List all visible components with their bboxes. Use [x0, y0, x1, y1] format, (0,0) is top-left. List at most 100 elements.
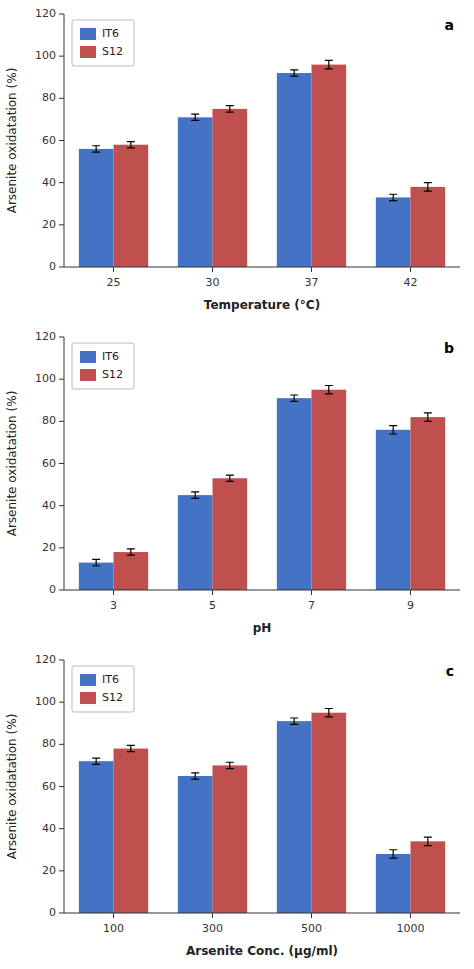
y-tick	[59, 224, 64, 225]
y-axis-line	[64, 660, 65, 913]
error-bar	[127, 549, 135, 555]
legend: IT6S12	[72, 20, 134, 66]
y-tick-label: 0	[49, 906, 56, 919]
bar	[312, 390, 347, 590]
y-tick	[59, 702, 64, 703]
y-tick	[59, 463, 64, 464]
x-axis-label: Temperature (°C)	[204, 298, 320, 312]
error-bar	[325, 385, 333, 393]
legend-label: S12	[102, 45, 123, 58]
legend-box	[72, 20, 134, 66]
panel: 02040608010012025303742Temperature (°C)A…	[5, 7, 460, 312]
legend-box	[72, 666, 134, 712]
x-tick	[410, 913, 411, 918]
figure: 02040608010012025303742Temperature (°C)A…	[0, 0, 474, 969]
y-tick-label: 40	[42, 499, 56, 512]
y-tick-label: 80	[42, 414, 56, 427]
x-tick-label: 100	[103, 922, 124, 935]
bar	[114, 749, 149, 913]
x-tick-label: 5	[209, 599, 216, 612]
y-tick-label: 80	[42, 91, 56, 104]
y-tick	[59, 379, 64, 380]
error-bar	[191, 492, 199, 498]
y-tick-label: 40	[42, 822, 56, 835]
legend-label: IT6	[102, 350, 119, 363]
error-bar	[389, 426, 397, 434]
legend: IT6S12	[72, 666, 134, 712]
bar	[312, 713, 347, 913]
legend-swatch	[80, 28, 96, 40]
bar	[178, 776, 213, 913]
y-tick-label: 60	[42, 457, 56, 470]
y-tick-label: 100	[35, 695, 56, 708]
x-axis-label: pH	[253, 621, 272, 635]
legend-box	[72, 343, 134, 389]
bar	[376, 854, 411, 913]
y-tick-label: 100	[35, 49, 56, 62]
x-tick	[212, 913, 213, 918]
error-bar	[92, 146, 100, 152]
x-tick-label: 7	[308, 599, 315, 612]
y-tick-label: 20	[42, 218, 56, 231]
x-tick	[311, 267, 312, 272]
panel: 0204060801001203579pHArsenite oxidatatio…	[5, 330, 460, 635]
x-axis-line	[64, 590, 460, 591]
y-tick	[59, 744, 64, 745]
y-tick-label: 100	[35, 372, 56, 385]
x-tick-label: 300	[202, 922, 223, 935]
y-tick	[59, 56, 64, 57]
bar	[312, 65, 347, 267]
y-tick-label: 60	[42, 134, 56, 147]
y-tick	[59, 421, 64, 422]
x-tick-label: 1000	[397, 922, 425, 935]
bar	[411, 417, 446, 590]
legend-label: IT6	[102, 27, 119, 40]
y-tick	[59, 14, 64, 15]
y-tick	[59, 547, 64, 548]
legend-swatch	[80, 692, 96, 704]
x-tick-label: 30	[206, 276, 220, 289]
marks	[79, 60, 445, 267]
legend-swatch	[80, 674, 96, 686]
x-tick-label: 3	[110, 599, 117, 612]
y-tick	[59, 505, 64, 506]
marks	[79, 385, 445, 590]
x-tick	[113, 913, 114, 918]
x-tick	[113, 590, 114, 595]
bar	[79, 761, 114, 913]
error-bar	[127, 745, 135, 751]
x-tick	[410, 267, 411, 272]
panel-label: c	[446, 663, 454, 679]
y-tick	[59, 140, 64, 141]
bar	[411, 187, 446, 267]
x-tick-label: 500	[301, 922, 322, 935]
error-bar	[325, 60, 333, 68]
y-tick-label: 120	[35, 7, 56, 20]
y-tick-label: 0	[49, 260, 56, 273]
bar	[277, 721, 312, 913]
x-axis-line	[64, 913, 460, 914]
y-tick-label: 120	[35, 330, 56, 343]
y-tick-label: 20	[42, 541, 56, 554]
error-bar	[226, 475, 234, 481]
panel-label: b	[444, 340, 454, 356]
legend-swatch	[80, 369, 96, 381]
y-axis-label: Arsenite oxidatation (%)	[5, 391, 19, 537]
y-tick	[59, 98, 64, 99]
x-tick	[311, 913, 312, 918]
bar	[79, 149, 114, 267]
x-tick	[410, 590, 411, 595]
marks	[79, 708, 445, 913]
error-bar	[325, 708, 333, 716]
y-axis-line	[64, 337, 65, 590]
error-bar	[424, 413, 432, 421]
x-tick	[212, 590, 213, 595]
x-axis-label: Arsenite Conc. (μg/ml)	[186, 944, 338, 958]
error-bar	[191, 114, 199, 120]
x-axis-line	[64, 267, 460, 268]
x-tick-label: 25	[107, 276, 121, 289]
legend-label: IT6	[102, 673, 119, 686]
error-bar	[290, 718, 298, 724]
y-tick	[59, 267, 64, 268]
bar	[114, 552, 149, 590]
